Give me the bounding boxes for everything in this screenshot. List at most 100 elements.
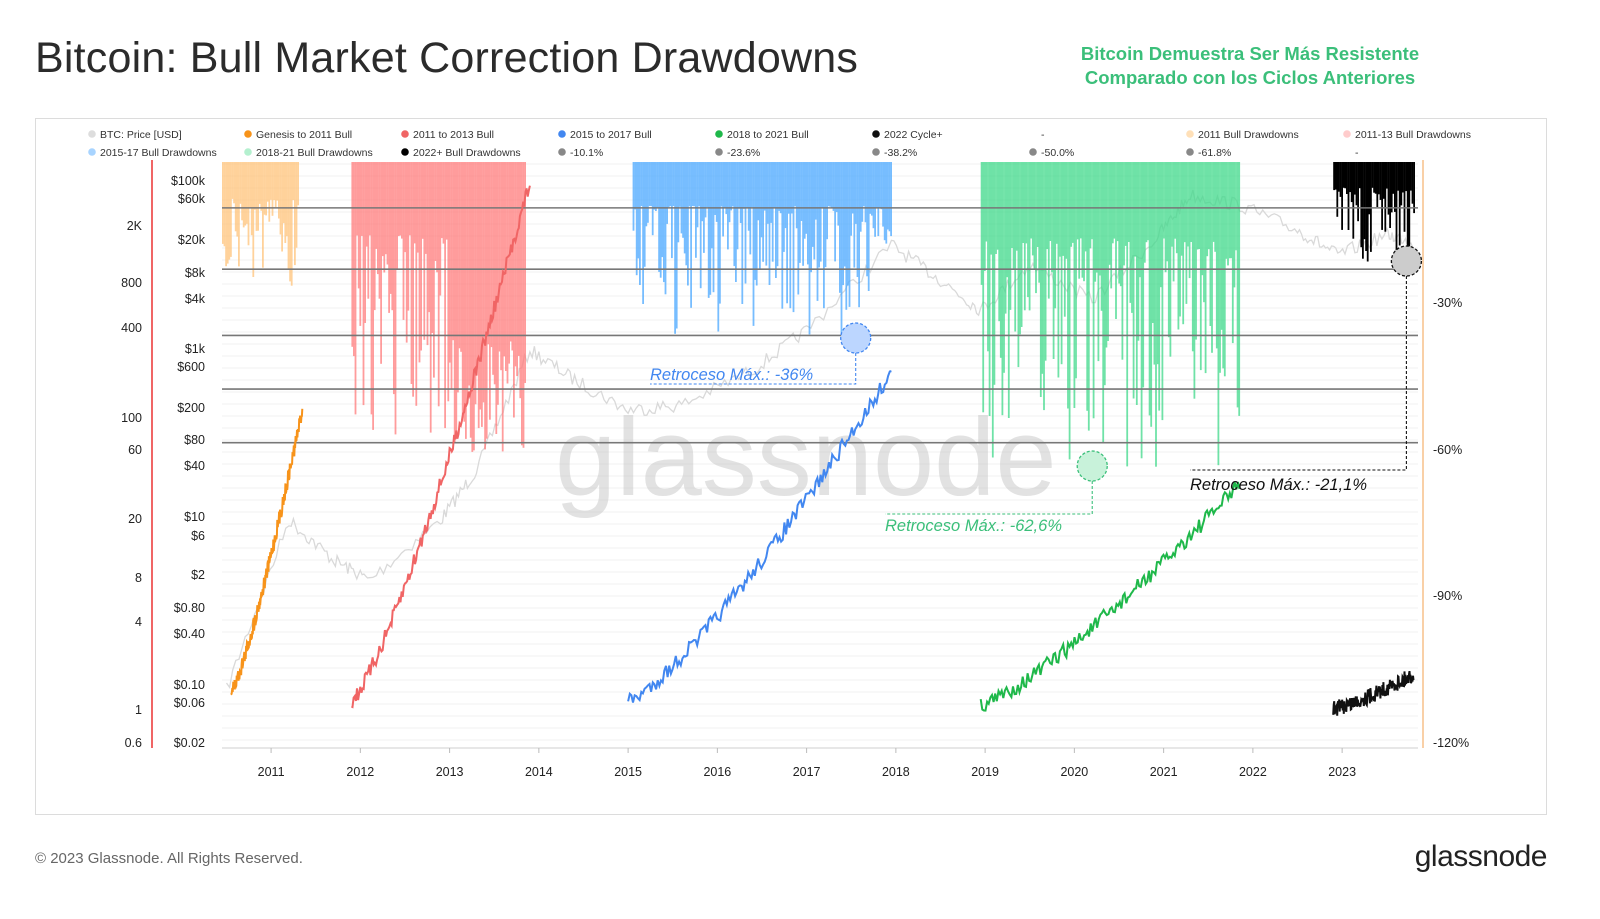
- drawdown-column: [983, 162, 986, 271]
- y-right-tick: -90%: [1433, 589, 1462, 603]
- drawdown-column: [234, 162, 237, 232]
- y-right-tick: -120%: [1433, 736, 1469, 750]
- drawdown-column: [431, 162, 434, 333]
- drawdown-column: [270, 162, 272, 200]
- drawdown-column: [476, 162, 478, 360]
- drawdown-column: [768, 162, 771, 285]
- drawdown-column: [1054, 162, 1057, 309]
- drawdown-column: [1219, 162, 1221, 373]
- legend-item: -23.6%: [715, 147, 760, 159]
- drawdown-column: [671, 162, 673, 259]
- drawdown-column: [223, 162, 226, 247]
- drawdown-column: [1025, 162, 1028, 244]
- drawdown-column: [883, 162, 886, 241]
- x-tick-label: 2016: [703, 765, 731, 779]
- drawdown-column: [1206, 162, 1209, 257]
- drawdown-column: [847, 162, 849, 286]
- drawdown-column: [405, 162, 408, 343]
- drawdown-column: [1161, 162, 1164, 421]
- drawdown-column: [666, 162, 668, 224]
- drawdown-column: [1087, 162, 1090, 431]
- drawdown-column: [1078, 162, 1081, 279]
- drawdown-column: [1135, 162, 1138, 405]
- drawdown-column: [738, 162, 740, 209]
- drawdown-column: [246, 162, 248, 224]
- drawdown-column: [866, 162, 868, 277]
- drawdown-column: [1231, 162, 1234, 344]
- drawdown-column: [996, 162, 999, 250]
- drawdown-column: [250, 162, 253, 236]
- drawdown-column: [632, 162, 635, 231]
- drawdown-column: [228, 162, 231, 260]
- drawdown-column: [485, 162, 488, 439]
- drawdown-column: [501, 162, 504, 452]
- legend-swatch: [1343, 130, 1351, 138]
- drawdown-area-4: [980, 162, 1241, 467]
- drawdown-column: [856, 162, 859, 277]
- drawdown-column: [1020, 162, 1023, 327]
- drawdown-column: [1182, 162, 1185, 325]
- drawdown-column: [524, 162, 526, 383]
- drawdown-column: [482, 162, 485, 403]
- drawdown-column: [1360, 162, 1363, 248]
- drawdown-column: [746, 162, 748, 208]
- x-tick-label: 2020: [1060, 765, 1088, 779]
- drawdown-column: [418, 162, 421, 363]
- drawdown-column: [730, 162, 732, 211]
- drawdown-column: [728, 162, 731, 223]
- drawdown-column: [380, 162, 382, 364]
- drawdown-column: [1368, 162, 1371, 215]
- legend-item: 2011 to 2013 Bull: [401, 129, 494, 141]
- drawdown-column: [1036, 162, 1039, 247]
- drawdown-column: [297, 162, 299, 206]
- drawdown-column: [401, 162, 403, 239]
- drawdown-column: [842, 162, 844, 286]
- drawdown-column: [450, 162, 453, 389]
- legend-label: BTC: Price [USD]: [100, 129, 182, 141]
- drawdown-column: [226, 162, 229, 264]
- y-left-inner-tick: $200: [177, 401, 205, 415]
- chart-frame: [35, 118, 1547, 815]
- drawdown-column: [247, 162, 250, 246]
- legend-swatch: [401, 148, 409, 156]
- legend-item: 2018 to 2021 Bull: [715, 129, 809, 141]
- drawdown-column: [413, 162, 416, 244]
- drawdown-column: [872, 162, 875, 229]
- drawdown-column: [712, 162, 715, 293]
- drawdown-column: [805, 162, 808, 234]
- legend-swatch: [715, 148, 723, 156]
- drawdown-column: [1236, 162, 1239, 408]
- drawdown-column: [1086, 162, 1089, 411]
- drawdown-column: [733, 162, 736, 267]
- cycle-line-5: [1332, 670, 1415, 716]
- drawdown-column: [1376, 162, 1379, 207]
- drawdown-column: [999, 162, 1002, 358]
- drawdown-column: [357, 162, 360, 289]
- drawdown-column: [675, 162, 678, 329]
- drawdown-column: [1023, 162, 1026, 311]
- drawdown-column: [404, 162, 406, 253]
- drawdown-column: [1119, 162, 1122, 287]
- drawdown-column: [294, 162, 296, 266]
- drawdown-column: [1107, 162, 1109, 341]
- drawdown-column: [1041, 162, 1044, 374]
- drawdown-column: [481, 162, 483, 427]
- drawdown-column: [722, 162, 724, 237]
- drawdown-column: [1402, 162, 1404, 193]
- drawdown-column: [1110, 162, 1113, 289]
- drawdown-column: [257, 162, 259, 231]
- drawdown-column: [794, 162, 796, 207]
- drawdown-column: [1123, 162, 1125, 266]
- drawdown-column: [1049, 162, 1052, 241]
- drawdown-column: [867, 162, 870, 291]
- drawdown-column: [458, 162, 461, 349]
- drawdown-column: [407, 162, 410, 311]
- drawdown-column: [365, 162, 368, 247]
- drawdown-column: [1148, 162, 1151, 416]
- drawdown-column: [1395, 162, 1398, 252]
- drawdown-column: [1209, 162, 1212, 326]
- drawdown-column: [479, 162, 482, 410]
- drawdown-column: [1212, 162, 1215, 242]
- drawdown-column: [1379, 162, 1382, 200]
- y-left-inner-tick: $60k: [178, 192, 206, 206]
